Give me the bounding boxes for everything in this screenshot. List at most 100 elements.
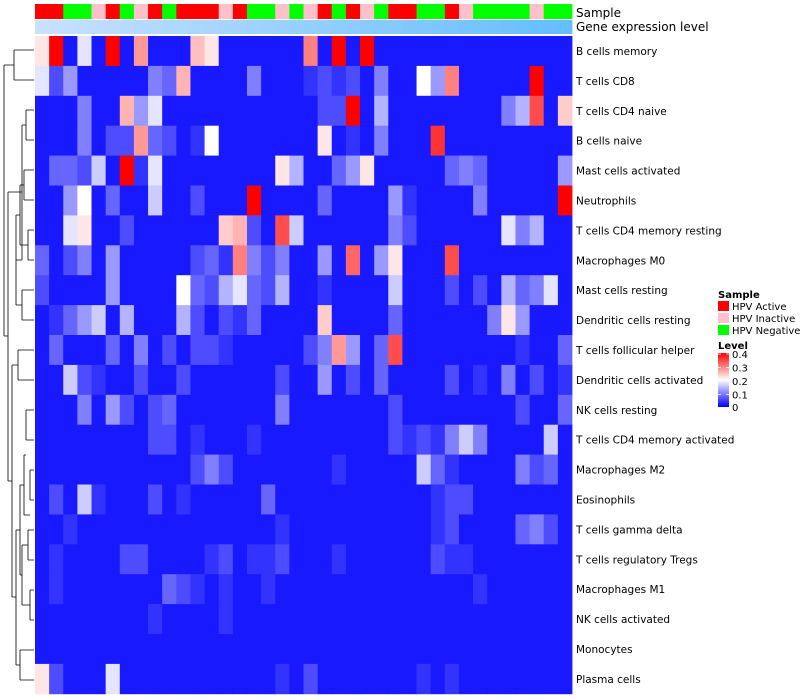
heatmap-cell xyxy=(374,65,389,97)
heatmap-cell xyxy=(49,215,64,246)
heatmap-cell xyxy=(275,36,290,67)
expression-annotation-cell xyxy=(91,20,107,34)
heatmap-cell xyxy=(232,544,248,575)
sample-annotation-cell xyxy=(543,4,559,19)
heatmap-cell xyxy=(246,484,262,515)
heatmap-cell xyxy=(162,335,177,366)
heatmap-cell xyxy=(416,185,432,216)
heatmap-cell xyxy=(246,95,262,127)
heatmap-cell xyxy=(303,663,319,695)
heatmap-cell xyxy=(402,574,417,605)
heatmap-cell xyxy=(246,394,262,426)
expression-annotation-cell xyxy=(473,20,488,34)
heatmap-cell xyxy=(374,36,389,67)
sample-annotation-cell xyxy=(35,4,50,19)
heatmap-cell xyxy=(63,424,78,455)
heatmap-cell xyxy=(119,634,135,665)
heatmap-cell xyxy=(119,574,135,605)
heatmap-cell xyxy=(119,454,135,485)
heatmap-cell xyxy=(105,484,121,515)
heatmap-cell xyxy=(261,36,276,67)
heatmap-cell xyxy=(35,155,50,186)
heatmap-cell xyxy=(261,454,276,485)
heatmap-cell xyxy=(91,335,107,366)
heatmap-cell xyxy=(374,215,389,246)
heatmap-cell xyxy=(402,454,417,485)
heatmap-cell xyxy=(515,275,530,306)
heatmap-cell xyxy=(360,95,375,127)
heatmap-cell xyxy=(176,514,191,545)
heatmap-cell xyxy=(473,65,488,97)
heatmap-cell xyxy=(543,125,559,156)
heatmap-cell xyxy=(35,574,50,605)
heatmap-cell xyxy=(374,275,389,306)
heatmap-cell xyxy=(473,454,488,485)
heatmap-cell xyxy=(473,95,488,127)
heatmap-cell xyxy=(190,544,205,575)
row-label: T cells gamma delta xyxy=(575,524,683,536)
heatmap-cell xyxy=(77,245,92,276)
heatmap-cell xyxy=(162,663,177,695)
heatmap-cell xyxy=(261,663,276,695)
row-label: Macrophages M2 xyxy=(576,465,665,477)
heatmap-cell xyxy=(515,544,530,575)
heatmap-cell xyxy=(515,305,530,336)
heatmap-cell xyxy=(232,454,248,485)
heatmap-cell xyxy=(515,574,530,605)
heatmap-cell xyxy=(119,125,135,156)
heatmap-cell xyxy=(162,65,177,97)
heatmap-cell xyxy=(204,65,220,97)
heatmap-cell xyxy=(204,574,220,605)
heatmap-cell xyxy=(543,155,559,186)
heatmap-cell xyxy=(487,634,502,665)
expression-annotation-cell xyxy=(275,20,290,34)
heatmap-cell xyxy=(105,36,121,67)
heatmap-cell xyxy=(91,155,107,186)
heatmap-cell xyxy=(190,185,205,216)
heatmap-cell xyxy=(119,424,135,455)
heatmap-cell xyxy=(374,335,389,366)
heatmap-cell xyxy=(331,663,347,695)
heatmap-cell xyxy=(557,245,573,276)
heatmap-cell xyxy=(303,305,319,336)
heatmap-cell xyxy=(529,663,545,695)
heatmap-cell xyxy=(275,604,290,635)
heatmap-cell xyxy=(289,335,304,366)
heatmap-cell xyxy=(218,65,234,97)
expression-annotation-cell xyxy=(458,20,474,34)
heatmap-cell xyxy=(388,364,403,396)
heatmap-cell xyxy=(331,514,347,545)
heatmap-cell xyxy=(317,185,333,216)
heatmap-cell xyxy=(246,364,262,396)
heatmap-cell xyxy=(501,663,516,695)
heatmap-cell xyxy=(473,544,488,575)
heatmap-cell xyxy=(402,95,417,127)
heatmap-cell xyxy=(148,185,163,216)
heatmap-cell xyxy=(515,185,530,216)
heatmap-cell xyxy=(35,335,50,366)
heatmap-cell xyxy=(63,544,78,575)
heatmap-cell xyxy=(275,574,290,605)
heatmap-cell xyxy=(444,484,460,515)
heatmap-cell xyxy=(35,604,50,635)
heatmap-cell xyxy=(402,245,417,276)
heatmap-cell xyxy=(374,364,389,396)
expression-annotation-cell xyxy=(246,20,262,34)
heatmap-cell xyxy=(232,245,248,276)
heatmap-cell xyxy=(35,95,50,127)
heatmap-cell xyxy=(501,454,516,485)
expression-annotation-cell xyxy=(261,20,276,34)
heatmap-cell xyxy=(529,544,545,575)
heatmap-cell xyxy=(430,604,446,635)
heatmap-cell xyxy=(416,335,432,366)
heatmap-cell xyxy=(162,484,177,515)
heatmap-cell xyxy=(204,155,220,186)
heatmap-cell xyxy=(515,424,530,455)
expression-annotation-cell xyxy=(77,20,92,34)
heatmap-cell xyxy=(91,604,107,635)
expression-annotation-cell xyxy=(63,20,78,34)
heatmap-cell xyxy=(162,275,177,306)
heatmap-cell xyxy=(232,36,248,67)
expression-annotation-cell xyxy=(430,20,446,34)
heatmap-cell xyxy=(444,215,460,246)
